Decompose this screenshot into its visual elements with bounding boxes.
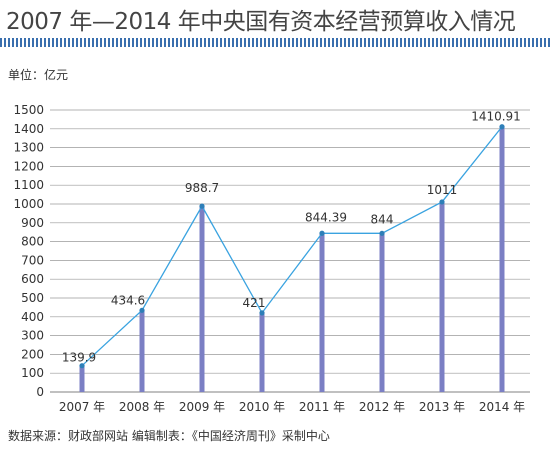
bar (379, 233, 385, 392)
source-note: 数据来源：财政部网站 编辑制表：《中国经济周刊》采制中心 (8, 429, 330, 443)
data-points (79, 124, 505, 369)
data-label: 988.7 (185, 181, 219, 195)
y-tick-label: 1200 (13, 159, 44, 173)
grid-lines (50, 109, 530, 393)
x-tick-label: 2007 年 (59, 400, 105, 414)
x-tick-label: 2010 年 (239, 400, 285, 414)
x-axis-ticks: 2007 年 2008 年 2009 年 2010 年 2011 年 2012 年 2013… (59, 400, 525, 414)
data-label: 421 (243, 296, 266, 310)
bar (499, 126, 505, 393)
title-divider (0, 38, 550, 47)
y-tick-label: 600 (21, 272, 44, 286)
line-series (81, 126, 503, 367)
y-tick-label: 400 (21, 310, 44, 324)
x-tick-label: 2011 年 (299, 400, 345, 414)
data-labels: 139.9 434.6 988.7 421 844.39 844 1011 1410.91 (62, 110, 521, 365)
y-tick-label: 1000 (13, 197, 44, 211)
data-point (199, 203, 205, 209)
y-tick-label: 800 (21, 235, 44, 249)
chart-title: 2007 年—2014 年中央国有资本经营预算收入情况 (6, 9, 516, 35)
data-label: 139.9 (62, 351, 96, 365)
data-label: 844 (371, 212, 394, 226)
y-tick-label: 1300 (13, 141, 44, 155)
bar (319, 233, 325, 392)
x-tick-label: 2012 年 (359, 400, 405, 414)
x-tick-label: 2008 年 (119, 400, 165, 414)
y-tick-label: 900 (21, 216, 44, 230)
y-tick-label: 1100 (13, 178, 44, 192)
x-tick-label: 2013 年 (419, 400, 465, 414)
data-label: 844.39 (305, 210, 347, 224)
data-point (319, 230, 325, 236)
y-tick-label: 500 (21, 291, 44, 305)
bar-series (79, 126, 505, 393)
y-tick-label: 100 (21, 366, 44, 380)
series-line (81, 126, 503, 367)
bar (439, 201, 445, 392)
data-point (259, 310, 265, 316)
bar (259, 312, 265, 392)
data-label: 1011 (427, 183, 458, 197)
data-point (379, 230, 385, 236)
y-tick-label: 300 (21, 329, 44, 343)
y-tick-label: 0 (36, 385, 44, 399)
y-tick-label: 200 (21, 347, 44, 361)
data-point (499, 124, 505, 130)
data-label: 434.6 (111, 293, 145, 307)
unit-label: 单位：亿元 (8, 68, 69, 82)
data-point (439, 199, 445, 205)
data-point (79, 363, 85, 369)
y-tick-label: 1500 (13, 103, 44, 117)
data-point (139, 307, 145, 313)
bar (139, 310, 145, 392)
bar (79, 365, 85, 392)
y-tick-label: 700 (21, 253, 44, 267)
bar (199, 206, 205, 392)
x-tick-label: 2014 年 (479, 400, 525, 414)
y-tick-label: 1400 (13, 122, 44, 136)
x-tick-label: 2009 年 (179, 400, 225, 414)
y-axis-ticks: 0 100 200 300 400 500 600 700 800 900 1000 1100 1200… (13, 103, 44, 399)
data-label: 1410.91 (471, 110, 521, 124)
